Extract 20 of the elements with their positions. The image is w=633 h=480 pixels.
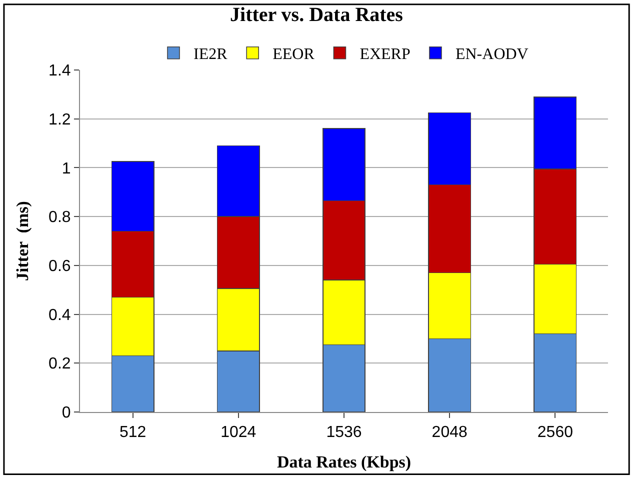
y-axis-title: Jitter (ms) (13, 201, 32, 281)
chart-title: Jitter vs. Data Rates (230, 4, 404, 26)
x-tick-label: 2560 (537, 424, 574, 442)
legend-label: EXERP (360, 46, 410, 64)
x-tick-label: 512 (119, 424, 146, 442)
y-tick-label: 0.8 (48, 209, 71, 226)
x-tick-label: 2048 (432, 424, 468, 442)
legend-label: IE2R (194, 46, 228, 64)
y-tick-label: 0 (62, 404, 71, 422)
y-tick-label: 1.2 (48, 111, 71, 128)
y-tick-label: 0.2 (48, 356, 71, 373)
x-tick-label: 1024 (220, 424, 256, 442)
legend-label: EN-AODV (455, 46, 529, 64)
y-tick-label: 0.4 (48, 306, 71, 324)
y-tick-label: 1 (62, 160, 71, 178)
x-tick-label: 1536 (326, 424, 362, 442)
legend-label: EEOR (272, 46, 315, 64)
y-tick-label: 0.6 (48, 258, 71, 276)
y-tick-label: 1.4 (48, 62, 71, 80)
x-axis-title: Data Rates (Kbps) (276, 452, 412, 472)
